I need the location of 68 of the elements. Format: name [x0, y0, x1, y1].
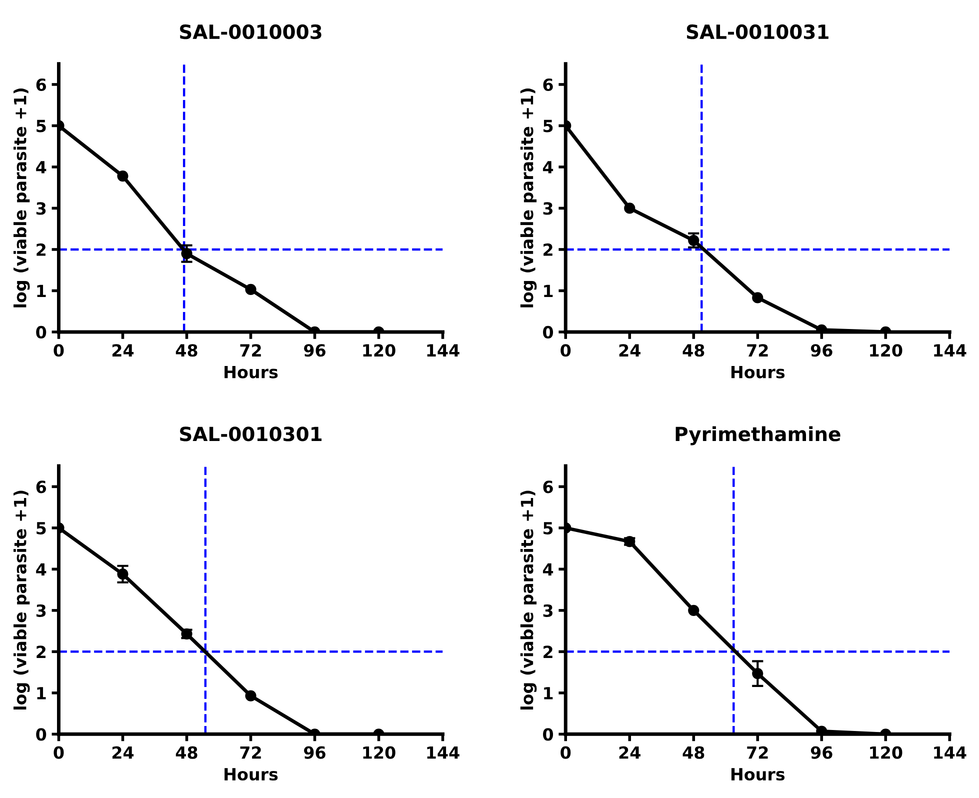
y-tick-label: 1 — [37, 284, 46, 298]
x-axis-title: Hours — [731, 366, 785, 378]
y-tick-label: 5 — [544, 120, 553, 132]
y-tick-label: 4 — [36, 161, 46, 174]
x-tick-label: 48 — [682, 344, 704, 357]
y-tick-label: 2 — [36, 243, 46, 256]
y-tick-label: 1 — [37, 687, 46, 700]
y-axis-title: log (viable parasite +1) — [14, 490, 30, 710]
x-tick-label: 144 — [934, 344, 966, 356]
chart-title: SAL-0010031 — [686, 24, 828, 40]
x-tick-label: 120 — [870, 344, 902, 357]
y-axis-title: log (viable parasite +1) — [520, 490, 537, 710]
y-tick-label: 4 — [36, 563, 46, 576]
x-tick-label: 96 — [810, 344, 832, 357]
x-tick-label: 0 — [560, 344, 571, 357]
x-axis-title: Hours — [224, 768, 278, 781]
y-tick-label: 4 — [542, 563, 554, 576]
x-tick-label: 48 — [682, 746, 704, 759]
y-tick-label: 3 — [543, 604, 552, 617]
y-axis-title: log (viable parasite +1) — [14, 88, 30, 308]
y-tick-label: 6 — [543, 480, 553, 494]
x-tick-label: 72 — [747, 344, 768, 356]
chart-title: SAL-0010301 — [180, 426, 322, 442]
chart-title: SAL-0010003 — [180, 24, 322, 40]
y-tick-label: 6 — [36, 78, 46, 92]
y-tick-label: 3 — [36, 202, 46, 215]
y-tick-label: 0 — [36, 728, 46, 741]
x-tick-label: 24 — [112, 746, 134, 759]
y-tick-label: 2 — [544, 646, 552, 658]
x-tick-label: 120 — [363, 746, 396, 759]
y-tick-label: 2 — [36, 646, 46, 658]
x-tick-label: 96 — [810, 746, 832, 759]
y-tick-label: 5 — [544, 522, 553, 534]
x-tick-label: 72 — [240, 746, 261, 759]
y-tick-label: 3 — [543, 202, 552, 215]
x-tick-label: 48 — [176, 746, 198, 759]
x-tick-label: 0 — [54, 344, 64, 357]
y-tick-label: 5 — [36, 522, 46, 534]
x-tick-label: 144 — [427, 344, 460, 356]
x-tick-label: 0 — [54, 746, 64, 759]
y-tick-label: 5 — [36, 120, 46, 132]
x-tick-label: 144 — [427, 746, 460, 759]
y-tick-label: 6 — [543, 78, 553, 92]
x-axis-title: Hours — [224, 366, 278, 378]
x-tick-label: 120 — [363, 344, 396, 357]
x-tick-label: 24 — [619, 746, 640, 759]
x-tick-label: 72 — [747, 746, 768, 759]
x-tick-label: 96 — [304, 344, 326, 357]
x-tick-label: 0 — [560, 746, 571, 759]
y-tick-label: 2 — [544, 243, 552, 256]
y-tick-label: 6 — [36, 480, 46, 494]
x-tick-label: 120 — [870, 746, 902, 759]
y-axis-title: log (viable parasite +1) — [520, 88, 537, 308]
x-tick-label: 24 — [619, 344, 640, 356]
x-tick-label: 48 — [176, 344, 198, 357]
y-tick-label: 0 — [36, 326, 46, 339]
y-tick-label: 1 — [544, 687, 553, 700]
y-tick-label: 1 — [544, 284, 553, 298]
x-tick-label: 24 — [112, 344, 134, 356]
y-tick-label: 4 — [542, 161, 554, 174]
x-axis-title: Hours — [731, 768, 785, 781]
y-tick-label: 3 — [36, 604, 46, 617]
y-tick-label: 0 — [543, 326, 554, 339]
x-tick-label: 72 — [240, 344, 261, 356]
x-tick-label: 96 — [304, 746, 326, 759]
chart-title: Pyrimethamine — [676, 426, 840, 446]
y-tick-label: 0 — [543, 728, 554, 741]
x-tick-label: 144 — [934, 746, 966, 759]
